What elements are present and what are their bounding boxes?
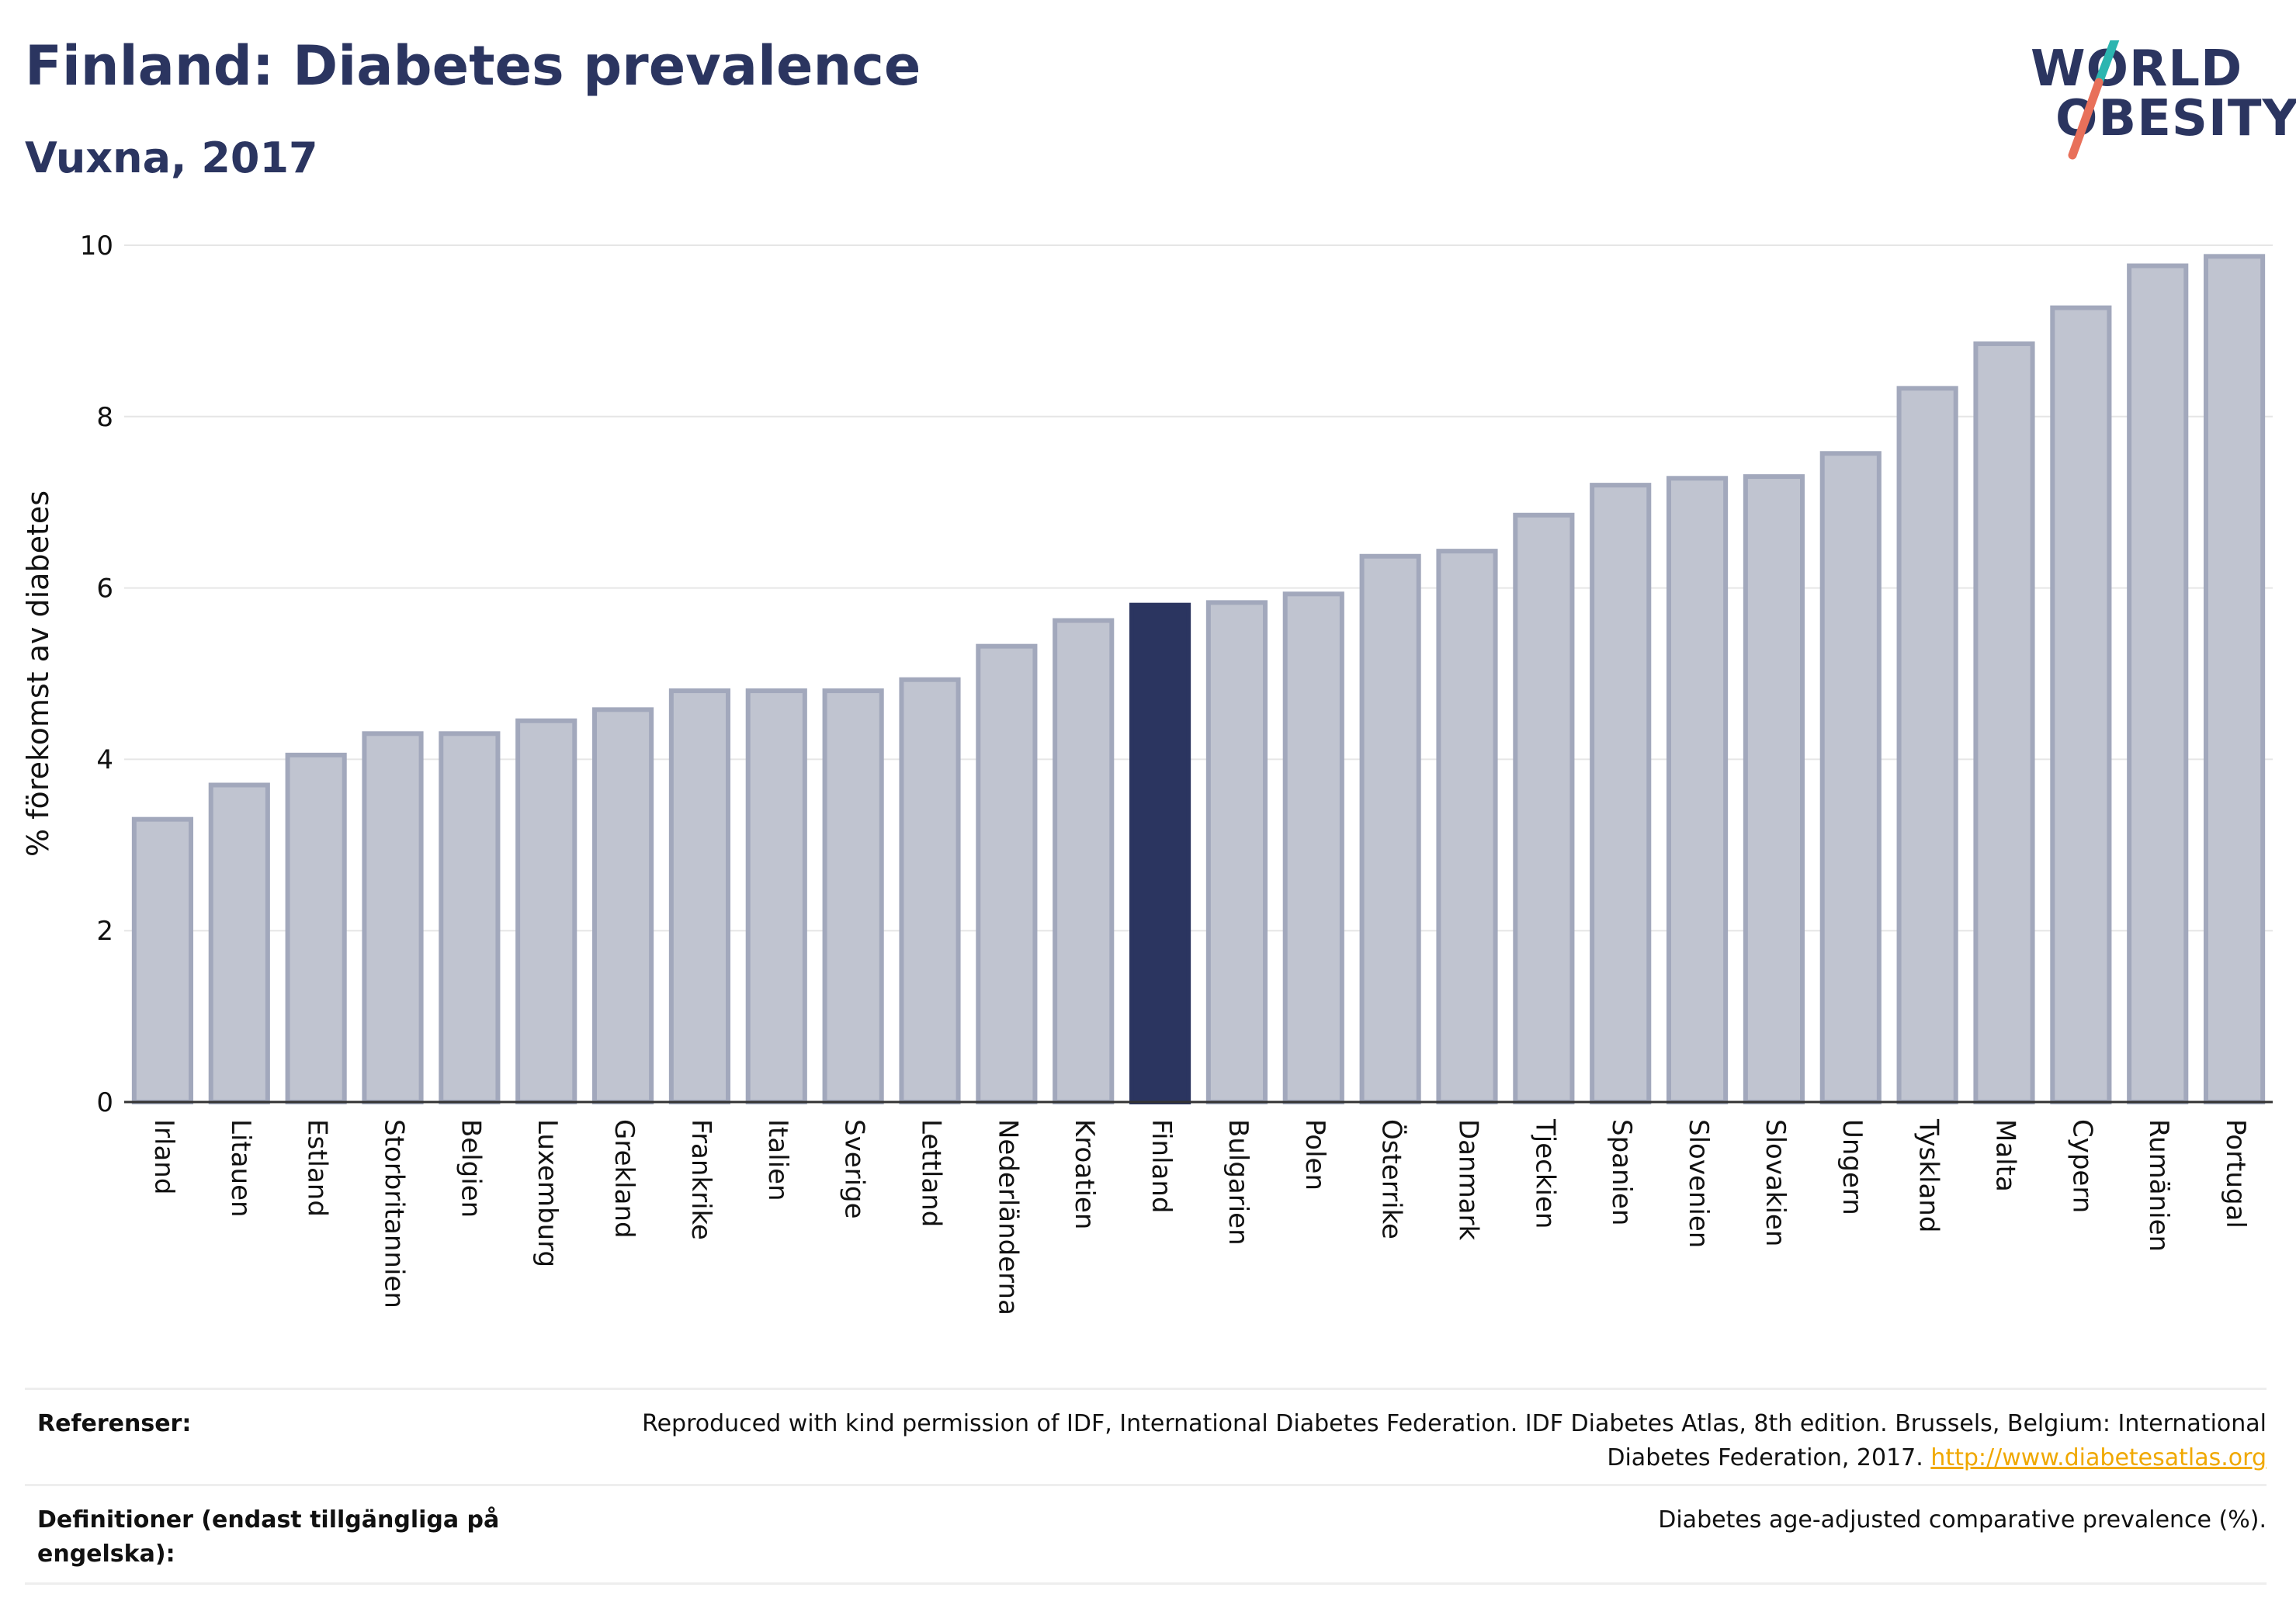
x-tick-label: Nederländerna: [992, 1119, 1023, 1315]
y-tick-label: 4: [96, 744, 113, 775]
x-tick-label: Spanien: [1606, 1119, 1637, 1225]
references-citation: Reproduced with kind permission of IDF, …: [642, 1410, 2267, 1471]
x-tick-label: Tyskland: [1913, 1118, 1944, 1232]
bar-chart: 0 2 4 6 8 10 Irland Litauen Estland Storbritanni…: [21, 230, 2273, 1315]
bar-lettland: [899, 677, 961, 1104]
world-obesity-logo: WORLD OBESITY: [2018, 40, 2296, 165]
y-tick-label: 10: [80, 230, 113, 262]
bar-tyskland: [1896, 386, 1958, 1105]
definitions-row: Definitioner (endast tillgängliga på eng…: [25, 1484, 2267, 1585]
x-tick-label: Danmark: [1453, 1119, 1484, 1240]
bar-italien: [745, 688, 807, 1104]
x-tick-label: Österrike: [1376, 1119, 1408, 1239]
bar-cypern: [2050, 305, 2112, 1105]
bar-rumanien: [2127, 263, 2189, 1105]
bar-luxemburg: [515, 718, 577, 1104]
bar-finland: [1129, 602, 1191, 1104]
bar-sverige: [822, 688, 884, 1104]
x-tick-label: Grekland: [609, 1119, 640, 1239]
y-tick-label: 6: [96, 574, 113, 605]
bar-nederlanderna: [976, 643, 1038, 1104]
bar-frankrike: [668, 688, 731, 1104]
references-label: Referenser:: [37, 1410, 192, 1437]
logo-line-1: WORLD: [2031, 40, 2243, 98]
x-tick-label: Ungern: [1836, 1119, 1868, 1215]
x-tick-label: Kroatien: [1069, 1119, 1100, 1229]
bar-storbritannien: [362, 731, 424, 1105]
bar-belgien: [439, 731, 501, 1105]
y-tick-label: 2: [96, 916, 113, 947]
x-tick-label: Storbritannien: [379, 1119, 410, 1308]
x-tick-label: Finland: [1146, 1119, 1177, 1214]
bar-kroatien: [1053, 618, 1115, 1104]
y-axis-title: % förekomst av diabetes: [21, 490, 55, 857]
bar-estland: [285, 752, 347, 1104]
y-tick-label: 0: [96, 1087, 113, 1118]
definitions-text: Diabetes age-adjusted comparative preval…: [1658, 1506, 2267, 1534]
y-tick-label: 8: [96, 402, 113, 433]
x-tick-label: Malta: [1990, 1119, 2021, 1192]
x-tick-label: Slovenien: [1683, 1119, 1714, 1248]
x-tick-label: Rumänien: [2143, 1119, 2174, 1252]
x-tick-label: Italien: [762, 1119, 793, 1201]
x-tick-label: Belgien: [455, 1119, 486, 1218]
x-tick-label: Luxemburg: [532, 1119, 563, 1267]
bar-polen: [1282, 591, 1344, 1104]
x-tick-label: Bulgarien: [1223, 1119, 1254, 1246]
bar-ungern: [1819, 451, 1882, 1105]
bar-tjeckien: [1513, 512, 1575, 1104]
bar-malta: [1973, 341, 2035, 1104]
bar-irland: [131, 816, 194, 1104]
bar-danmark: [1436, 549, 1498, 1104]
x-tick-label: Frankrike: [685, 1119, 716, 1240]
references-text: Reproduced with kind permission of IDF, …: [636, 1407, 2267, 1475]
bar-spanien: [1590, 483, 1652, 1104]
bar-litauen: [208, 782, 270, 1105]
x-tick-label: Cypern: [2066, 1119, 2097, 1213]
references-row: Referenser: Reproduced with kind permiss…: [25, 1388, 2267, 1483]
x-tick-label: Polen: [1299, 1119, 1330, 1191]
x-tick-label: Irland: [148, 1119, 179, 1194]
bar-grekland: [591, 707, 654, 1104]
x-tick-label: Lettland: [916, 1119, 947, 1227]
x-tick-label: Slovakien: [1760, 1119, 1791, 1246]
bar-bulgarien: [1205, 600, 1268, 1104]
references-link[interactable]: http://www.diabetesatlas.org: [1930, 1444, 2267, 1471]
logo-slash-icon: [2068, 40, 2120, 160]
definitions-label: Definitioner (endast tillgängliga på eng…: [37, 1506, 500, 1568]
x-tick-label: Portugal: [2220, 1119, 2251, 1229]
x-tick-label: Litauen: [225, 1119, 256, 1218]
bar-slovakien: [1743, 474, 1805, 1104]
x-tick-label: Tjeckien: [1529, 1118, 1560, 1229]
bar-osterrike: [1359, 553, 1421, 1104]
page-title: Finland: Diabetes prevalence: [25, 34, 921, 98]
page-subtitle: Vuxna, 2017: [25, 133, 318, 182]
x-tick-label: Estland: [302, 1119, 333, 1217]
x-tick-label: Sverige: [839, 1119, 870, 1219]
bar-portugal: [2203, 254, 2266, 1104]
bar-slovenien: [1666, 476, 1729, 1104]
